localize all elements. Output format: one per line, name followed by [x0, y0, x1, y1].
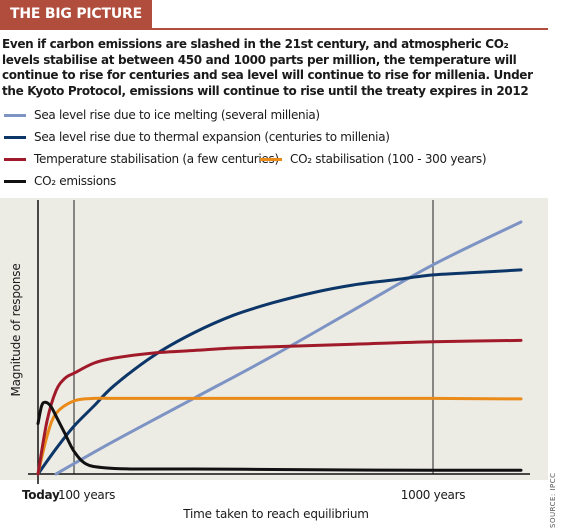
legend-item-temperature: Temperature stabilisation (a few centuri…: [4, 148, 279, 170]
x-tick-label-1000-years: 1000 years: [401, 488, 465, 502]
legend: Sea level rise due to ice melting (sever…: [0, 104, 548, 192]
legend-swatch-thermal: [4, 135, 26, 139]
series-layer: [36, 220, 523, 476]
series-line-thermal: [36, 268, 523, 476]
legend-label-co2-stabilisation: CO₂ stabilisation (100 - 300 years): [290, 152, 487, 166]
source-note: SOURCE: IPCC: [549, 472, 557, 528]
legend-item-ice: Sea level rise due to ice melting (sever…: [4, 104, 320, 126]
header-tag: THE BIG PICTURE: [0, 0, 152, 28]
legend-item-co2-emissions: CO₂ emissions: [4, 170, 116, 192]
legend-label-ice: Sea level rise due to ice melting (sever…: [34, 108, 320, 122]
legend-label-temperature: Temperature stabilisation (a few centuri…: [34, 152, 279, 166]
legend-item-thermal: Sea level rise due to thermal expansion …: [4, 126, 390, 148]
legend-label-thermal: Sea level rise due to thermal expansion …: [34, 130, 390, 144]
legend-label-co2-emissions: CO₂ emissions: [34, 174, 116, 188]
y-axis-title: Magnitude of response: [9, 263, 23, 396]
series-line-temperature: [36, 338, 523, 476]
series-line-ice: [54, 220, 523, 476]
legend-swatch-ice: [4, 113, 26, 117]
header-bar: THE BIG PICTURE: [0, 0, 548, 30]
series-line-co2-emis: [36, 400, 523, 472]
legend-swatch-temperature: [4, 157, 26, 161]
series-line-co2-stab: [36, 396, 523, 476]
plot-background: [0, 198, 548, 480]
x-axis-title: Time taken to reach equilibrium: [182, 507, 368, 521]
legend-swatch-co2-emissions: [4, 179, 26, 183]
intro-text: Even if carbon emissions are slashed in …: [2, 37, 533, 98]
axes: [28, 200, 530, 484]
x-tick-label-today: Today: [22, 488, 60, 502]
x-tick-label-100-years: 100 years: [58, 488, 115, 502]
legend-item-co2-stabilisation: CO₂ stabilisation (100 - 300 years): [260, 148, 487, 170]
legend-swatch-co2-stabilisation: [260, 157, 282, 161]
